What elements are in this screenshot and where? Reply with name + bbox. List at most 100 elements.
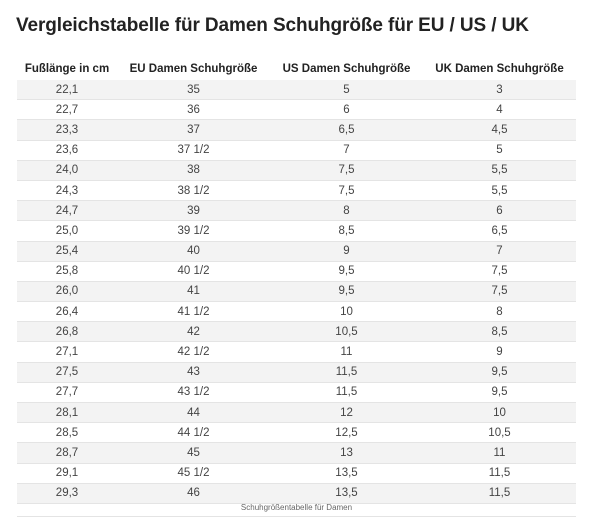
cell-eu-size: 37 <box>117 120 270 140</box>
cell-us-size: 7 <box>270 140 423 160</box>
table-row: 29,34613,511,5 <box>17 483 576 503</box>
page-title: Vergleichstabelle für Damen Schuhgröße f… <box>16 15 529 37</box>
cell-eu-size: 42 <box>117 322 270 342</box>
cell-eu-size: 40 1/2 <box>117 261 270 281</box>
cell-uk-size: 5 <box>423 140 576 160</box>
cell-eu-size: 38 <box>117 160 270 180</box>
cell-eu-size: 39 1/2 <box>117 221 270 241</box>
cell-us-size: 8 <box>270 201 423 221</box>
table-row: 25,039 1/28,56,5 <box>17 221 576 241</box>
cell-us-size: 10 <box>270 302 423 322</box>
table-row: 24,338 1/27,55,5 <box>17 180 576 200</box>
cell-us-size: 7,5 <box>270 180 423 200</box>
bottom-divider <box>17 516 576 517</box>
table-row: 23,3376,54,5 <box>17 120 576 140</box>
cell-uk-size: 11,5 <box>423 483 576 503</box>
cell-foot-length: 27,5 <box>17 362 117 382</box>
cell-eu-size: 40 <box>117 241 270 261</box>
cell-eu-size: 41 <box>117 281 270 301</box>
cell-us-size: 9 <box>270 241 423 261</box>
table-caption: Schuhgrößentabelle für Damen <box>17 503 576 512</box>
cell-foot-length: 29,1 <box>17 463 117 483</box>
table-row: 29,145 1/213,511,5 <box>17 463 576 483</box>
cell-us-size: 8,5 <box>270 221 423 241</box>
cell-us-size: 6,5 <box>270 120 423 140</box>
header-foot-length: Fußlänge in cm <box>17 58 117 80</box>
table-row: 27,743 1/211,59,5 <box>17 382 576 402</box>
cell-foot-length: 27,1 <box>17 342 117 362</box>
table-row: 26,0419,57,5 <box>17 281 576 301</box>
cell-uk-size: 9,5 <box>423 382 576 402</box>
cell-foot-length: 23,3 <box>17 120 117 140</box>
cell-us-size: 13,5 <box>270 483 423 503</box>
cell-foot-length: 28,7 <box>17 443 117 463</box>
cell-eu-size: 38 1/2 <box>117 180 270 200</box>
cell-foot-length: 28,5 <box>17 423 117 443</box>
cell-foot-length: 26,0 <box>17 281 117 301</box>
cell-foot-length: 22,1 <box>17 80 117 100</box>
cell-us-size: 12 <box>270 403 423 423</box>
table-row: 28,1441210 <box>17 403 576 423</box>
table-row: 27,54311,59,5 <box>17 362 576 382</box>
header-uk-size: UK Damen Schuhgröße <box>423 58 576 80</box>
cell-uk-size: 4,5 <box>423 120 576 140</box>
cell-uk-size: 10,5 <box>423 423 576 443</box>
cell-us-size: 6 <box>270 100 423 120</box>
header-us-size: US Damen Schuhgröße <box>270 58 423 80</box>
table-row: 26,441 1/2108 <box>17 302 576 322</box>
cell-foot-length: 24,7 <box>17 201 117 221</box>
cell-uk-size: 7,5 <box>423 261 576 281</box>
cell-eu-size: 43 1/2 <box>117 382 270 402</box>
table-header-row: Fußlänge in cm EU Damen Schuhgröße US Da… <box>17 58 576 80</box>
cell-us-size: 9,5 <box>270 281 423 301</box>
cell-uk-size: 10 <box>423 403 576 423</box>
cell-eu-size: 45 1/2 <box>117 463 270 483</box>
table-row: 24,0387,55,5 <box>17 160 576 180</box>
table-row: 23,637 1/275 <box>17 140 576 160</box>
cell-us-size: 7,5 <box>270 160 423 180</box>
cell-foot-length: 28,1 <box>17 403 117 423</box>
cell-eu-size: 44 1/2 <box>117 423 270 443</box>
cell-uk-size: 9,5 <box>423 362 576 382</box>
cell-us-size: 11,5 <box>270 382 423 402</box>
cell-uk-size: 4 <box>423 100 576 120</box>
cell-eu-size: 44 <box>117 403 270 423</box>
cell-us-size: 10,5 <box>270 322 423 342</box>
cell-uk-size: 8 <box>423 302 576 322</box>
shoe-size-table: Fußlänge in cm EU Damen Schuhgröße US Da… <box>17 58 576 504</box>
cell-eu-size: 43 <box>117 362 270 382</box>
cell-eu-size: 42 1/2 <box>117 342 270 362</box>
cell-foot-length: 25,8 <box>17 261 117 281</box>
cell-eu-size: 46 <box>117 483 270 503</box>
cell-uk-size: 7 <box>423 241 576 261</box>
cell-uk-size: 8,5 <box>423 322 576 342</box>
cell-uk-size: 11 <box>423 443 576 463</box>
cell-us-size: 11 <box>270 342 423 362</box>
table-row: 27,142 1/2119 <box>17 342 576 362</box>
table-row: 22,73664 <box>17 100 576 120</box>
cell-uk-size: 11,5 <box>423 463 576 483</box>
cell-uk-size: 6 <box>423 201 576 221</box>
cell-us-size: 13 <box>270 443 423 463</box>
cell-us-size: 12,5 <box>270 423 423 443</box>
table-row: 25,840 1/29,57,5 <box>17 261 576 281</box>
cell-foot-length: 29,3 <box>17 483 117 503</box>
table-row: 28,7451311 <box>17 443 576 463</box>
header-eu-size: EU Damen Schuhgröße <box>117 58 270 80</box>
cell-uk-size: 5,5 <box>423 180 576 200</box>
cell-foot-length: 24,0 <box>17 160 117 180</box>
cell-foot-length: 26,4 <box>17 302 117 322</box>
cell-us-size: 13,5 <box>270 463 423 483</box>
cell-uk-size: 3 <box>423 80 576 100</box>
cell-us-size: 9,5 <box>270 261 423 281</box>
cell-foot-length: 25,0 <box>17 221 117 241</box>
cell-foot-length: 25,4 <box>17 241 117 261</box>
cell-uk-size: 6,5 <box>423 221 576 241</box>
cell-eu-size: 41 1/2 <box>117 302 270 322</box>
table-row: 22,13553 <box>17 80 576 100</box>
cell-foot-length: 26,8 <box>17 322 117 342</box>
cell-us-size: 11,5 <box>270 362 423 382</box>
cell-uk-size: 9 <box>423 342 576 362</box>
cell-eu-size: 39 <box>117 201 270 221</box>
table-row: 25,44097 <box>17 241 576 261</box>
